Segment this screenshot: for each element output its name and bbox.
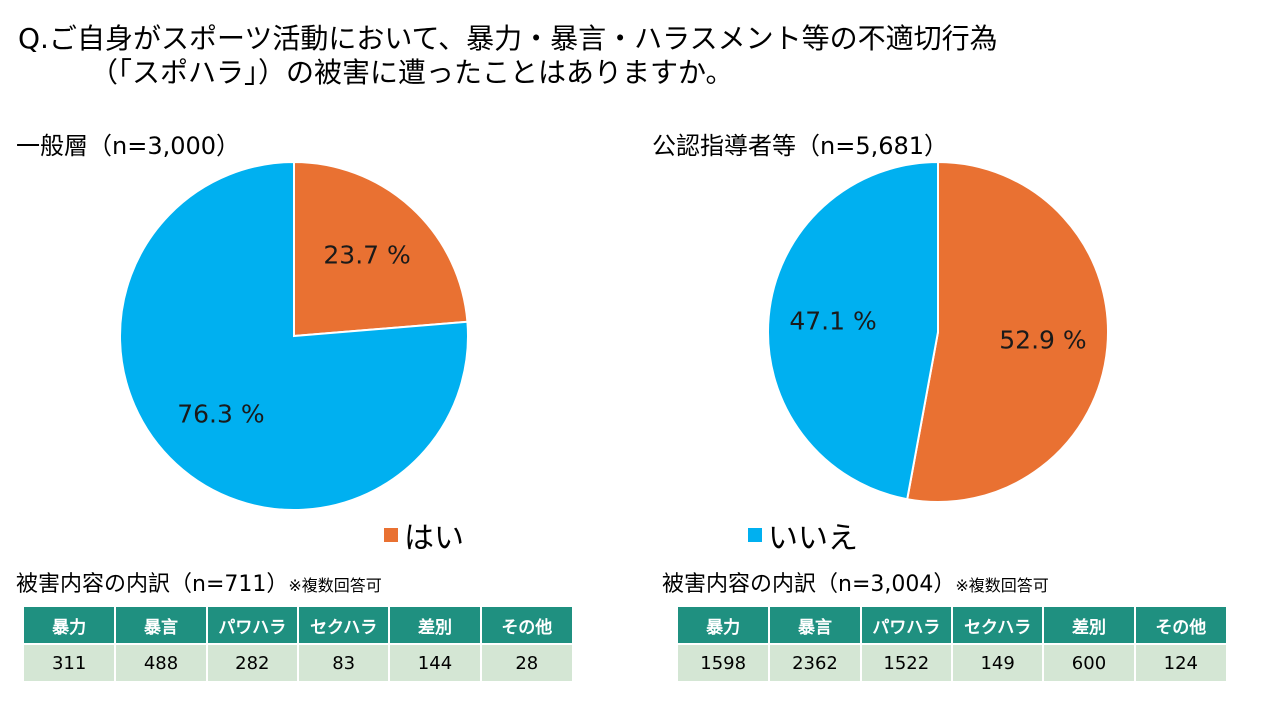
pie-slice-yes [906,160,1109,503]
general-breakdown-note: ※複数回答可 [288,576,382,595]
header-verbal-abuse: 暴言 [115,607,208,644]
pie-label-yes: 23.7 % [323,241,410,270]
header-power-harassment: パワハラ [860,607,953,644]
coach-breakdown-title: 被害内容の内訳（n=3,004）※複数回答可 [662,566,1049,598]
legend-label-yes: はい [404,521,464,556]
table-row: 1598 2362 1522 149 600 124 [678,643,1226,681]
table-header-row: 暴力 暴言 パワハラ セクハラ 差別 その他 [678,607,1226,644]
header-violence: 暴力 [678,607,771,644]
header-other: その他 [480,607,572,644]
value-discrimination: 600 [1043,643,1136,681]
coach-pie-chart: 52.9 % 47.1 % [766,160,1109,503]
coach-breakdown-note: ※複数回答可 [955,576,1049,595]
value-other: 28 [480,643,572,681]
question-line-2: （「スポハラ」）の被害に遭ったことはありますか。 [90,56,734,89]
general-breakdown-heading: 被害内容の内訳（n=711） [16,572,289,597]
value-verbal-abuse: 488 [115,643,208,681]
pie-label-no: 76.3 % [177,399,264,428]
value-verbal-abuse: 2362 [769,643,862,681]
header-violence: 暴力 [24,607,117,644]
coach-breakdown-heading: 被害内容の内訳（n=3,004） [662,572,956,597]
pie-slice-no [766,160,939,501]
legend-item-no: いいえ [748,513,858,557]
question-line-1: Q.ご自身がスポーツ活動において、暴力・暴言・ハラスメント等の不適切行為 [18,22,998,55]
legend-item-yes: はい [384,513,464,557]
value-sexual-harassment: 149 [951,643,1045,681]
value-violence: 311 [24,643,117,681]
value-power-harassment: 282 [206,643,299,681]
pie-label-yes: 52.9 % [999,326,1086,355]
value-other: 124 [1134,643,1226,681]
legend-swatch-yes [384,528,398,542]
general-breakdown-title: 被害内容の内訳（n=711）※複数回答可 [16,566,382,598]
header-sexual-harassment: セクハラ [951,607,1045,644]
coach-breakdown-table: 暴力 暴言 パワハラ セクハラ 差別 その他 1598 2362 1522 14… [678,607,1226,681]
question-text: Q.ご自身がスポーツ活動において、暴力・暴言・ハラスメント等の不適切行為 （「ス… [18,22,998,90]
table-row: 311 488 282 83 144 28 [24,643,572,681]
pie-label-no: 47.1 % [789,306,876,335]
general-panel-title: 一般層（n=3,000） [16,132,241,160]
header-sexual-harassment: セクハラ [297,607,391,644]
legend-label-no: いいえ [768,521,858,556]
value-discrimination: 144 [389,643,482,681]
general-pie-chart: 23.7 % 76.3 % [119,160,469,511]
general-breakdown-table: 暴力 暴言 パワハラ セクハラ 差別 その他 311 488 282 83 14… [24,607,572,681]
pie-slice-no [119,160,469,511]
coach-panel-title: 公認指導者等（n=5,681） [652,132,949,160]
value-sexual-harassment: 83 [297,643,391,681]
header-discrimination: 差別 [389,607,482,644]
header-discrimination: 差別 [1043,607,1136,644]
pie-slice-yes [293,160,469,338]
header-power-harassment: パワハラ [206,607,299,644]
header-verbal-abuse: 暴言 [769,607,862,644]
table-header-row: 暴力 暴言 パワハラ セクハラ 差別 その他 [24,607,572,644]
value-violence: 1598 [678,643,771,681]
value-power-harassment: 1522 [860,643,953,681]
header-other: その他 [1134,607,1226,644]
legend-swatch-no [748,528,762,542]
